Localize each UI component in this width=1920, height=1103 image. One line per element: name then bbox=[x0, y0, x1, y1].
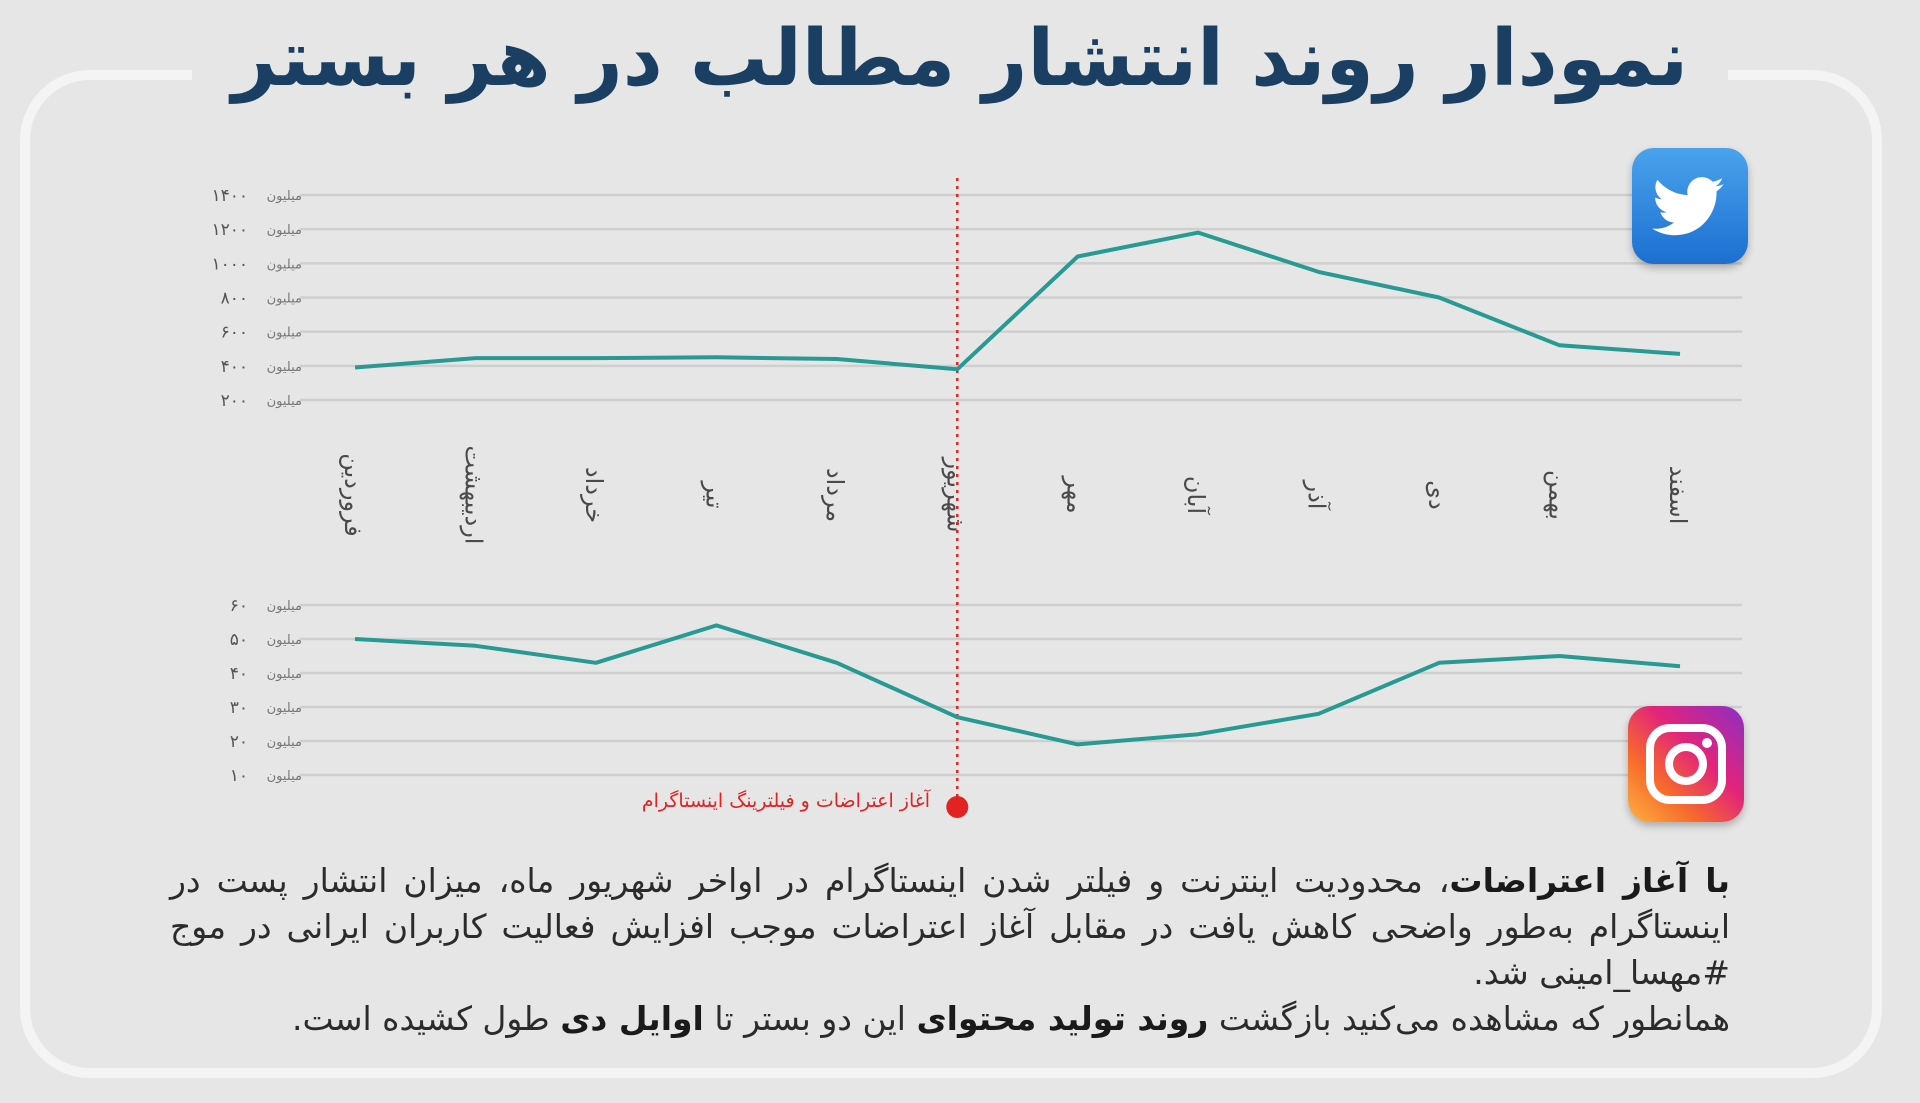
month-labels: فروردین اردیبهشت خرداد تیر مرداد شهریور مهر آبا… bbox=[339, 446, 1692, 545]
month-label: اسفند bbox=[1664, 466, 1692, 525]
instagram-y-tick-value: ۳۰ bbox=[230, 698, 248, 718]
month-label: دی bbox=[1423, 480, 1451, 509]
instagram-y-tick-value: ۲۰ bbox=[230, 732, 248, 752]
instagram-y-tick-value: ۶۰ bbox=[230, 596, 248, 616]
caption: با آغاز اعتراضات، محدودیت اینترنت و فیلت… bbox=[170, 858, 1730, 1042]
twitter-y-tick-value: ۸۰۰ bbox=[221, 289, 248, 309]
instagram-y-tick-unit: میلیون bbox=[267, 769, 302, 784]
month-label: آبان bbox=[1182, 476, 1211, 516]
twitter-y-tick-value: ۱۴۰۰ bbox=[211, 186, 248, 206]
twitter-y-tick-unit: میلیون bbox=[267, 257, 302, 272]
caption-paragraph-1: با آغاز اعتراضات، محدودیت اینترنت و فیلت… bbox=[170, 858, 1730, 996]
protest-start-label: آغاز اعتراضات و فیلترینگ اینستاگرام bbox=[641, 790, 930, 812]
month-label: مهر bbox=[1062, 475, 1090, 513]
month-label: مرداد bbox=[821, 468, 849, 522]
twitter-y-tick-unit: میلیون bbox=[267, 223, 302, 238]
month-label: شهریور bbox=[941, 456, 969, 532]
twitter-series-line bbox=[354, 230, 1681, 372]
instagram-y-tick-unit: میلیون bbox=[267, 735, 302, 750]
twitter-y-tick-unit: میلیون bbox=[267, 360, 302, 375]
caption-bold-protests: با آغاز اعتراضات bbox=[1449, 861, 1731, 900]
instagram-y-tick-unit: میلیون bbox=[267, 599, 302, 614]
caption-text-2b: این دو بستر تا bbox=[703, 999, 917, 1038]
caption-text-2a: همانطور که مشاهده می‌کنید بازگشت bbox=[1208, 999, 1730, 1038]
twitter-y-tick-unit: میلیون bbox=[267, 326, 302, 341]
twitter-y-tick-value: ۱۰۰۰ bbox=[211, 254, 248, 274]
instagram-icon bbox=[1628, 706, 1744, 822]
caption-bold-trend: روند تولید محتوای bbox=[916, 999, 1209, 1038]
instagram-y-tick-value: ۴۰ bbox=[230, 664, 248, 684]
month-label: اردیبهشت bbox=[459, 446, 487, 545]
instagram-y-ticks: ۱۰ میلیون ۲۰ میلیون ۳۰ میلیون ۴۰ میلیون ۵۰ میلیون… bbox=[230, 596, 302, 786]
instagram-series-line bbox=[354, 623, 1681, 747]
caption-text-2c: طول کشیده است. bbox=[291, 999, 561, 1038]
twitter-y-ticks: ۲۰۰ میلیون ۴۰۰ میلیون ۶۰۰ میلیون ۸۰۰ میلیون ۱۰۰۰… bbox=[211, 186, 302, 411]
instagram-grid bbox=[300, 603, 1742, 777]
caption-text-1: ، محدودیت اینترنت و فیلتر شدن اینستاگرام… bbox=[170, 861, 1730, 992]
caption-bold-dey: اوایل دی bbox=[560, 999, 704, 1038]
protest-start-dot bbox=[946, 796, 969, 818]
caption-paragraph-2: همانطور که مشاهده می‌کنید بازگشت روند تو… bbox=[170, 996, 1730, 1042]
twitter-y-tick-value: ۶۰۰ bbox=[221, 323, 248, 343]
twitter-y-tick-unit: میلیون bbox=[267, 189, 302, 204]
instagram-y-tick-value: ۵۰ bbox=[230, 630, 248, 650]
instagram-y-tick-unit: میلیون bbox=[267, 667, 302, 682]
page-title: نمودار روند انتشار مطالب در هر بستر bbox=[191, 14, 1729, 104]
instagram-y-tick-value: ۱۰ bbox=[230, 766, 248, 786]
twitter-y-tick-value: ۱۲۰۰ bbox=[211, 220, 248, 240]
twitter-y-tick-value: ۲۰۰ bbox=[221, 391, 248, 411]
title-wrapper: نمودار روند انتشار مطالب در هر بستر bbox=[0, 14, 1920, 104]
twitter-icon bbox=[1632, 148, 1748, 264]
twitter-y-tick-unit: میلیون bbox=[267, 394, 302, 409]
twitter-y-tick-unit: میلیون bbox=[267, 292, 302, 307]
month-label: فروردین bbox=[339, 453, 367, 537]
instagram-y-tick-unit: میلیون bbox=[267, 633, 302, 648]
month-label: خرداد bbox=[580, 467, 608, 523]
twitter-grid bbox=[300, 193, 1742, 402]
month-label: تیر bbox=[700, 480, 728, 508]
month-label: بهمن bbox=[1544, 470, 1572, 520]
month-label: آذر bbox=[1303, 480, 1332, 511]
instagram-y-tick-unit: میلیون bbox=[267, 701, 302, 716]
twitter-y-tick-value: ۴۰۰ bbox=[221, 357, 248, 377]
